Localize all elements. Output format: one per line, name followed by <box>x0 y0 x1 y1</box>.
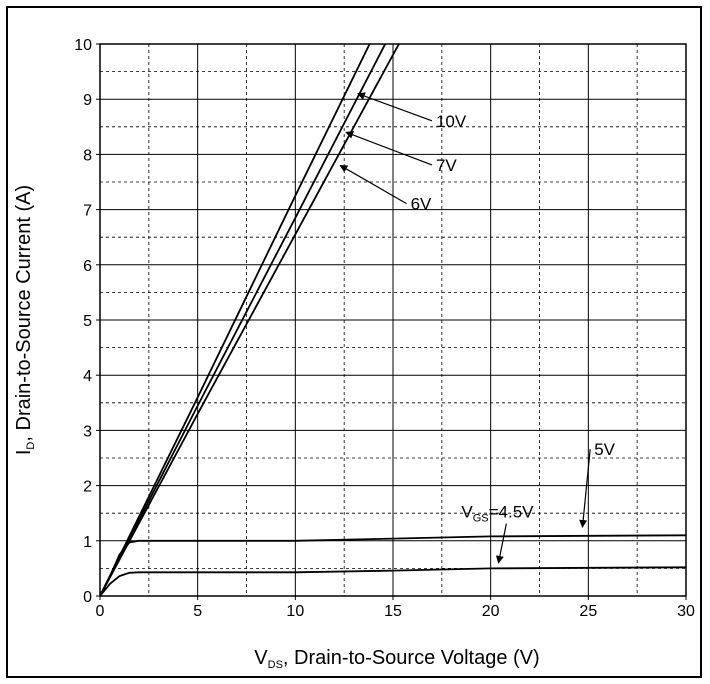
annotation-arrow <box>339 164 407 205</box>
plot-border <box>99 43 687 597</box>
series-line-10v <box>100 44 371 596</box>
x-tick-label: 20 <box>482 603 500 620</box>
annotation-label: 6V <box>411 195 432 214</box>
x-tick-label: 0 <box>96 603 105 620</box>
annotation-arrow <box>356 92 433 122</box>
y-tick-label: 7 <box>83 203 92 220</box>
annotation-symbol: V <box>461 503 473 522</box>
chart-frame <box>6 6 702 678</box>
y-axis-label: ID, Drain-to-Source Current (A) <box>13 185 37 455</box>
annotation-arrow <box>345 131 433 166</box>
annotation-label: VGS=4.5V <box>461 503 534 525</box>
y-tick-label: 2 <box>83 479 92 496</box>
annotation-arrow <box>495 523 507 564</box>
annotations: 10V 7V 6V 5V VGS=4.5V <box>339 92 616 564</box>
annotation-label: 5V <box>594 440 615 459</box>
series-line-4-5v <box>100 566 686 596</box>
x-tick-label: 15 <box>384 603 402 620</box>
annotation-subscript: GS <box>473 513 489 525</box>
y-tick-label: 5 <box>83 313 92 330</box>
x-axis-label: VDS, Drain-to-Source Voltage (V) <box>254 647 539 671</box>
y-tick-label: 0 <box>83 589 92 606</box>
series-group <box>100 44 686 596</box>
x-tick-label: 5 <box>193 603 202 620</box>
x-tick-label: 30 <box>677 603 695 620</box>
series-line-5v <box>100 534 686 596</box>
annotation-arrow <box>579 449 591 528</box>
annotation-value: =4.5V <box>489 503 535 522</box>
x-tick-label: 10 <box>286 603 304 620</box>
y-tick-label: 10 <box>74 37 92 54</box>
y-tick-label: 4 <box>83 368 92 385</box>
series-line-6v <box>100 44 400 596</box>
series-line-7v <box>100 44 386 596</box>
annotation-label: 7V <box>436 156 457 175</box>
y-tick-label: 9 <box>83 92 92 109</box>
annotation-label: 10V <box>436 112 467 131</box>
y-tick-label: 1 <box>83 534 92 551</box>
y-tick-label: 8 <box>83 147 92 164</box>
tick-labels: 0 5 10 15 20 25 30 0 1 2 3 4 5 6 7 8 9 10 <box>74 37 695 620</box>
y-tick-label: 3 <box>83 423 92 440</box>
grid <box>100 44 686 596</box>
x-tick-label: 25 <box>579 603 597 620</box>
y-tick-label: 6 <box>83 258 92 275</box>
